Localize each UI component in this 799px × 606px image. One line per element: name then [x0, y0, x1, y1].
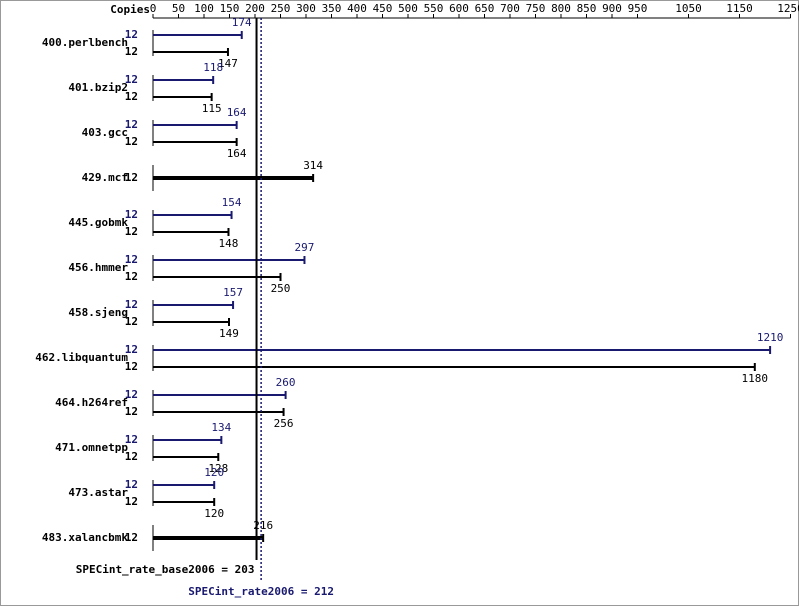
- x-tick-label: 950: [628, 2, 648, 15]
- category-label: 445.gobmk: [68, 216, 128, 229]
- copies: 12: [125, 208, 138, 221]
- copies: 12: [125, 343, 138, 356]
- x-tick-label: 100: [194, 2, 214, 15]
- x-tick-label: 850: [577, 2, 597, 15]
- copies: 12: [125, 450, 138, 463]
- copies: 12: [125, 45, 138, 58]
- x-tick-label: 550: [424, 2, 444, 15]
- value-label: 154: [222, 196, 242, 209]
- copies: 12: [125, 298, 138, 311]
- copies: 12: [125, 531, 138, 544]
- x-tick-label: 750: [526, 2, 546, 15]
- category-label: 429.mcf: [82, 171, 128, 184]
- category-label: 400.perlbench: [42, 36, 128, 49]
- value-label: 118: [203, 61, 223, 74]
- category-label: 458.sjeng: [68, 306, 128, 319]
- value-label: 120: [204, 507, 224, 520]
- x-tick-label: 1250: [777, 2, 799, 15]
- value-label: 260: [276, 376, 296, 389]
- value-label: 148: [219, 237, 239, 250]
- x-tick-label: 900: [602, 2, 622, 15]
- x-tick-label: 1150: [726, 2, 753, 15]
- reference-label: SPECint_rate_base2006 = 203: [76, 563, 255, 576]
- copies: 12: [125, 315, 138, 328]
- copies: 12: [125, 118, 138, 131]
- x-tick-label: 800: [551, 2, 571, 15]
- category-label: 473.astar: [68, 486, 128, 499]
- value-label: 149: [219, 327, 239, 340]
- value-label: 120: [204, 466, 224, 479]
- copies: 12: [125, 478, 138, 491]
- copies: 12: [125, 225, 138, 238]
- value-label: 128: [208, 462, 228, 475]
- value-label: 216: [253, 519, 273, 532]
- copies: 12: [125, 388, 138, 401]
- value-label: 134: [211, 421, 231, 434]
- category-label: 471.omnetpp: [55, 441, 128, 454]
- copies: 12: [125, 360, 138, 373]
- x-tick-label: 450: [373, 2, 393, 15]
- category-label: 483.xalancbmk: [42, 531, 128, 544]
- copies: 12: [125, 171, 138, 184]
- value-label: 256: [274, 417, 294, 430]
- x-tick-label: 300: [296, 2, 316, 15]
- copies: 12: [125, 90, 138, 103]
- value-label: 174: [232, 16, 252, 29]
- x-tick-label: 700: [500, 2, 520, 15]
- x-tick-label: 400: [347, 2, 367, 15]
- category-label: 464.h264ref: [55, 396, 128, 409]
- x-tick-label: 600: [449, 2, 469, 15]
- x-tick-label: 200: [245, 2, 265, 15]
- copies: 12: [125, 135, 138, 148]
- x-tick-label: 0: [150, 2, 157, 15]
- x-tick-label: 250: [271, 2, 291, 15]
- x-tick-label: 50: [172, 2, 185, 15]
- category-label: 462.libquantum: [35, 351, 128, 364]
- value-label: 115: [202, 102, 222, 115]
- x-tick-label: 650: [475, 2, 495, 15]
- value-label: 147: [218, 57, 238, 70]
- value-label: 1180: [742, 372, 769, 385]
- copies: 12: [125, 253, 138, 266]
- category-label: 401.bzip2: [68, 81, 128, 94]
- value-label: 297: [295, 241, 315, 254]
- copies: 12: [125, 28, 138, 41]
- copies: 12: [125, 433, 138, 446]
- category-label: 456.hmmer: [68, 261, 128, 274]
- copies: 12: [125, 405, 138, 418]
- x-tick-label: 500: [398, 2, 418, 15]
- copies: 12: [125, 495, 138, 508]
- value-label: 164: [227, 106, 247, 119]
- x-tick-label: 1050: [675, 2, 702, 15]
- value-label: 1210: [757, 331, 784, 344]
- category-label: 403.gcc: [82, 126, 128, 139]
- copies: 12: [125, 73, 138, 86]
- x-tick-label: 150: [220, 2, 240, 15]
- x-tick-label: 350: [322, 2, 342, 15]
- value-label: 164: [227, 147, 247, 160]
- copies: 12: [125, 270, 138, 283]
- value-label: 314: [303, 159, 323, 172]
- reference-label: SPECint_rate2006 = 212: [188, 585, 334, 598]
- value-label: 157: [223, 286, 243, 299]
- value-label: 250: [271, 282, 291, 295]
- copies-header: Copies: [110, 3, 150, 16]
